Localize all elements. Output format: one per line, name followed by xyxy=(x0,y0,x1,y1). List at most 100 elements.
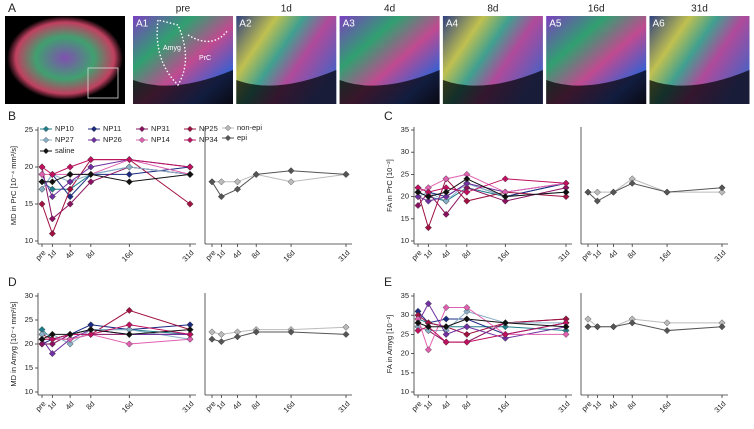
image-title: 4d xyxy=(384,4,395,15)
data-point xyxy=(663,327,671,335)
series-line xyxy=(41,166,191,190)
data-point xyxy=(628,179,636,187)
data-point xyxy=(208,328,216,336)
y-tick-label: 25 xyxy=(401,329,409,338)
data-point xyxy=(463,315,471,323)
x-tick-label: 8d xyxy=(250,399,262,411)
legend-label: NP27 xyxy=(55,135,74,144)
x-tick-label: 16d xyxy=(281,248,296,263)
data-point xyxy=(87,330,95,338)
data-point xyxy=(48,330,56,338)
y-tick-label: 10 xyxy=(25,236,33,245)
data-point xyxy=(718,188,726,196)
data-point xyxy=(217,338,225,346)
data-point xyxy=(463,307,471,315)
roi-box xyxy=(87,67,119,99)
data-point xyxy=(233,185,241,193)
data-point xyxy=(342,330,350,338)
legend-marker xyxy=(42,125,50,133)
data-point xyxy=(125,163,133,171)
legend-marker xyxy=(42,136,50,144)
data-point xyxy=(424,327,432,335)
data-point xyxy=(501,193,509,201)
data-point xyxy=(48,335,56,343)
data-point xyxy=(48,340,56,348)
legend-label: NP25 xyxy=(199,124,218,133)
x-tick-label: 4d xyxy=(440,399,452,411)
x-tick-label: 8d xyxy=(460,399,472,411)
y-tick-label: 20 xyxy=(401,192,409,201)
series-line xyxy=(587,318,722,328)
data-point xyxy=(66,185,74,193)
data-point xyxy=(609,188,617,196)
data-point xyxy=(463,304,471,312)
dark-region xyxy=(339,70,440,104)
data-point xyxy=(442,323,450,331)
data-point xyxy=(442,315,450,323)
x-tick-label: 31d xyxy=(712,248,727,263)
x-tick-label: 16d xyxy=(120,248,135,263)
image-title: 1d xyxy=(281,4,292,15)
x-tick-label: 1d xyxy=(422,399,434,411)
legend-marker xyxy=(42,147,50,155)
series-line xyxy=(417,307,566,352)
legend-marker xyxy=(90,136,98,144)
panel-label: C xyxy=(384,109,393,123)
series-line xyxy=(212,173,347,183)
data-point xyxy=(125,306,133,314)
data-point xyxy=(87,163,95,171)
data-point xyxy=(414,188,422,196)
x-tick-label: 1d xyxy=(591,399,603,411)
x-tick-label: 4d xyxy=(440,248,452,260)
data-point xyxy=(663,319,671,327)
dark-region xyxy=(133,70,233,104)
data-point xyxy=(217,178,225,186)
legend-marker xyxy=(186,125,194,133)
data-point xyxy=(442,210,450,218)
data-point xyxy=(463,338,471,346)
data-point xyxy=(424,224,432,232)
data-point xyxy=(66,200,74,208)
data-point xyxy=(233,178,241,186)
data-point xyxy=(87,178,95,186)
data-point xyxy=(38,335,46,343)
data-point xyxy=(48,350,56,358)
x-tick-label: 1d xyxy=(46,399,58,411)
inset-label: A5 xyxy=(549,19,562,30)
x-tick-label: 31d xyxy=(712,399,727,414)
x-tick-label: 1d xyxy=(215,248,227,260)
series-line xyxy=(211,331,347,343)
inset-label: A4 xyxy=(446,19,459,30)
x-tick-label: 16d xyxy=(657,399,672,414)
data-point xyxy=(562,323,570,331)
x-tick-label: 1d xyxy=(215,399,227,411)
x-tick-label: 1d xyxy=(591,248,603,260)
data-point xyxy=(233,333,241,341)
dark-region xyxy=(442,70,543,104)
series-line xyxy=(588,322,723,332)
series-line xyxy=(42,173,191,183)
inset-label: A1 xyxy=(136,19,149,30)
legend-label: NP34 xyxy=(199,135,218,144)
data-point xyxy=(125,321,133,329)
legend-marker xyxy=(224,124,232,132)
data-point xyxy=(628,319,636,327)
data-point xyxy=(66,163,74,171)
y-axis-label: MD in PrC [10⁻⁴ mm²/s] xyxy=(9,146,18,225)
data-point xyxy=(501,323,509,331)
data-point xyxy=(424,300,432,308)
data-point xyxy=(414,327,422,335)
x-tick-label: 4d xyxy=(64,248,76,260)
x-tick-label: 4d xyxy=(607,248,619,260)
data-point xyxy=(424,193,432,201)
data-point xyxy=(87,326,95,334)
data-point xyxy=(501,197,509,205)
data-point xyxy=(48,170,56,178)
data-point xyxy=(342,170,350,178)
data-point xyxy=(38,178,46,186)
data-point xyxy=(252,328,260,336)
panel-label: A xyxy=(8,1,16,15)
y-tick-label: 30 xyxy=(401,147,409,156)
x-tick-label: 31d xyxy=(336,248,351,263)
